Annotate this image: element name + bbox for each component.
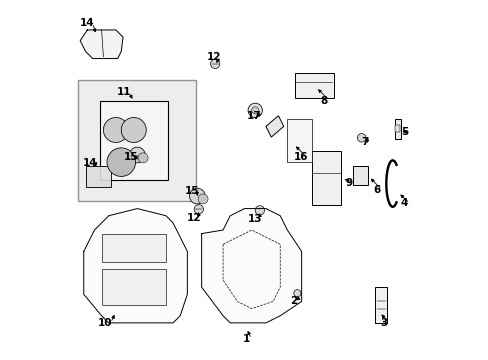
Circle shape bbox=[293, 290, 300, 297]
Circle shape bbox=[189, 188, 205, 204]
Circle shape bbox=[129, 147, 145, 163]
Circle shape bbox=[194, 204, 203, 214]
Bar bbox=[353, 166, 367, 185]
Text: 12: 12 bbox=[206, 52, 221, 62]
Bar bbox=[374, 287, 386, 323]
Text: 11: 11 bbox=[116, 87, 131, 98]
Bar bbox=[394, 119, 400, 139]
Circle shape bbox=[107, 148, 135, 176]
Circle shape bbox=[121, 117, 146, 143]
Bar bbox=[394, 125, 399, 132]
Text: 15: 15 bbox=[124, 152, 138, 162]
Circle shape bbox=[103, 117, 128, 143]
Circle shape bbox=[251, 107, 258, 114]
Text: 4: 4 bbox=[400, 198, 407, 208]
Text: 13: 13 bbox=[247, 214, 262, 224]
Text: 8: 8 bbox=[320, 96, 327, 106]
Circle shape bbox=[247, 103, 262, 117]
Text: 7: 7 bbox=[361, 138, 368, 148]
Circle shape bbox=[210, 59, 220, 68]
Polygon shape bbox=[201, 208, 301, 323]
Text: 6: 6 bbox=[372, 185, 380, 195]
Bar bbox=[287, 119, 312, 162]
Text: 9: 9 bbox=[345, 178, 352, 188]
Text: 2: 2 bbox=[289, 296, 296, 306]
Bar bbox=[102, 269, 165, 305]
Text: 16: 16 bbox=[293, 152, 307, 162]
Text: 14: 14 bbox=[82, 158, 97, 168]
Text: 17: 17 bbox=[247, 111, 261, 121]
Text: 14: 14 bbox=[80, 18, 95, 28]
Text: 12: 12 bbox=[186, 212, 201, 222]
Text: 15: 15 bbox=[184, 186, 199, 196]
Bar bbox=[294, 73, 333, 98]
Circle shape bbox=[198, 194, 207, 204]
Polygon shape bbox=[83, 208, 187, 323]
Bar bbox=[85, 166, 110, 187]
Bar bbox=[100, 102, 167, 180]
Circle shape bbox=[138, 153, 148, 163]
Polygon shape bbox=[80, 30, 123, 59]
Text: 1: 1 bbox=[242, 334, 249, 344]
Text: 3: 3 bbox=[379, 318, 386, 328]
Circle shape bbox=[255, 206, 264, 215]
Bar bbox=[102, 234, 165, 262]
Bar bbox=[78, 80, 196, 202]
Text: 5: 5 bbox=[401, 127, 408, 137]
Polygon shape bbox=[265, 116, 283, 137]
Text: 10: 10 bbox=[98, 318, 112, 328]
Bar bbox=[312, 152, 340, 205]
Circle shape bbox=[357, 134, 365, 142]
